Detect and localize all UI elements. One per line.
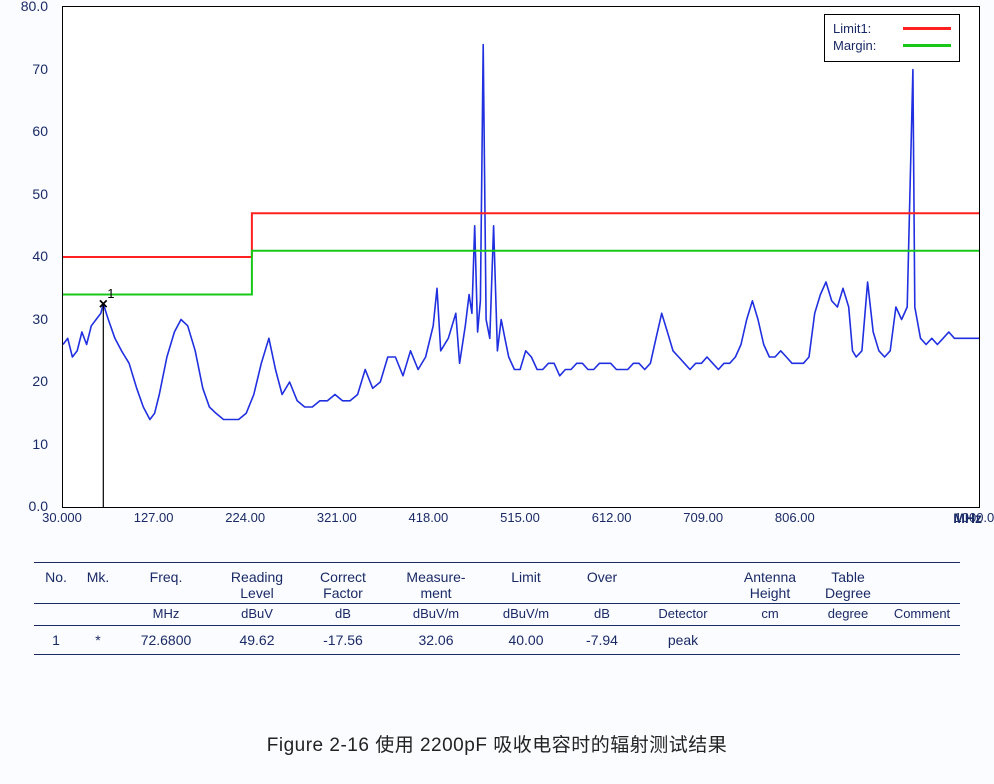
- emc-report-page: dBuV/m 80.0706050403020100.0 ×1 30.00012…: [0, 0, 994, 784]
- x-tick: 224.00: [225, 510, 265, 525]
- cell: dBuV/m: [386, 606, 486, 621]
- y-tick: 40: [12, 248, 48, 264]
- cell: Over: [566, 569, 638, 601]
- spectrum-chart: dBuV/m 80.0706050403020100.0 ×1 30.00012…: [12, 4, 980, 534]
- cell: Detector: [638, 606, 728, 621]
- cell: cm: [728, 606, 812, 621]
- svg-text:1: 1: [107, 286, 114, 301]
- cell: 1: [34, 632, 78, 648]
- cell: [884, 569, 960, 601]
- table-header: No.Mk.Freq.ReadingLevelCorrectFactorMeas…: [34, 562, 960, 604]
- legend: Limit1: Margin:: [824, 14, 960, 62]
- cell: [78, 606, 118, 621]
- x-tick: 515.00: [500, 510, 540, 525]
- y-tick: 10: [12, 436, 48, 452]
- x-tick: 709.00: [683, 510, 723, 525]
- results-table: No.Mk.Freq.ReadingLevelCorrectFactorMeas…: [34, 562, 960, 655]
- cell: Freq.: [118, 569, 214, 601]
- cell: MHz: [118, 606, 214, 621]
- cell: *: [78, 632, 118, 648]
- cell: dB: [566, 606, 638, 621]
- legend-item: Margin:: [833, 38, 951, 53]
- legend-swatch: [903, 27, 951, 30]
- cell: degree: [812, 606, 884, 621]
- cell: Measure-ment: [386, 569, 486, 601]
- cell: No.: [34, 569, 78, 601]
- cell: [812, 632, 884, 648]
- table-body: 1*72.680049.62-17.5632.0640.00-7.94peak: [34, 626, 960, 655]
- x-axis-ticks: 30.000127.00224.00321.00418.00515.00612.…: [62, 510, 978, 532]
- y-tick: 50: [12, 186, 48, 202]
- figure-caption: Figure 2-16 使用 2200pF 吸收电容时的辐射测试结果: [0, 730, 994, 757]
- x-tick: 127.00: [134, 510, 174, 525]
- cell: TableDegree: [812, 569, 884, 601]
- cell: [728, 632, 812, 648]
- cell: ReadingLevel: [214, 569, 300, 601]
- cell: AntennaHeight: [728, 569, 812, 601]
- cell: [884, 632, 960, 648]
- cell: [638, 569, 728, 601]
- cell: -7.94: [566, 632, 638, 648]
- y-tick: 80.0: [12, 0, 48, 14]
- table-row: 1*72.680049.62-17.5632.0640.00-7.94peak: [34, 626, 960, 655]
- cell: peak: [638, 632, 728, 648]
- x-tick: 612.00: [592, 510, 632, 525]
- legend-swatch: [903, 44, 951, 47]
- table-units: MHzdBuVdBdBuV/mdBuV/mdBDetectorcmdegreeC…: [34, 604, 960, 626]
- cell: dBuV/m: [486, 606, 566, 621]
- cell: 72.6800: [118, 632, 214, 648]
- x-axis-unit: MHz: [953, 510, 982, 526]
- cell: 49.62: [214, 632, 300, 648]
- x-tick: 418.00: [409, 510, 449, 525]
- cell: -17.56: [300, 632, 386, 648]
- cell: CorrectFactor: [300, 569, 386, 601]
- cell: dB: [300, 606, 386, 621]
- cell: Limit: [486, 569, 566, 601]
- y-tick: 60: [12, 123, 48, 139]
- x-tick: 806.00: [775, 510, 815, 525]
- x-tick: 321.00: [317, 510, 357, 525]
- y-tick: 30: [12, 311, 48, 327]
- plot-area: ×1: [62, 6, 980, 508]
- cell: 40.00: [486, 632, 566, 648]
- y-axis-ticks: 80.0706050403020100.0: [12, 4, 54, 524]
- y-tick: 70: [12, 61, 48, 77]
- legend-item: Limit1:: [833, 21, 951, 36]
- x-tick: 30.000: [42, 510, 82, 525]
- cell: dBuV: [214, 606, 300, 621]
- legend-label: Margin:: [833, 38, 893, 53]
- cell: 32.06: [386, 632, 486, 648]
- cell: Comment: [884, 606, 960, 621]
- cell: [34, 606, 78, 621]
- legend-label: Limit1:: [833, 21, 893, 36]
- cell: Mk.: [78, 569, 118, 601]
- y-tick: 20: [12, 373, 48, 389]
